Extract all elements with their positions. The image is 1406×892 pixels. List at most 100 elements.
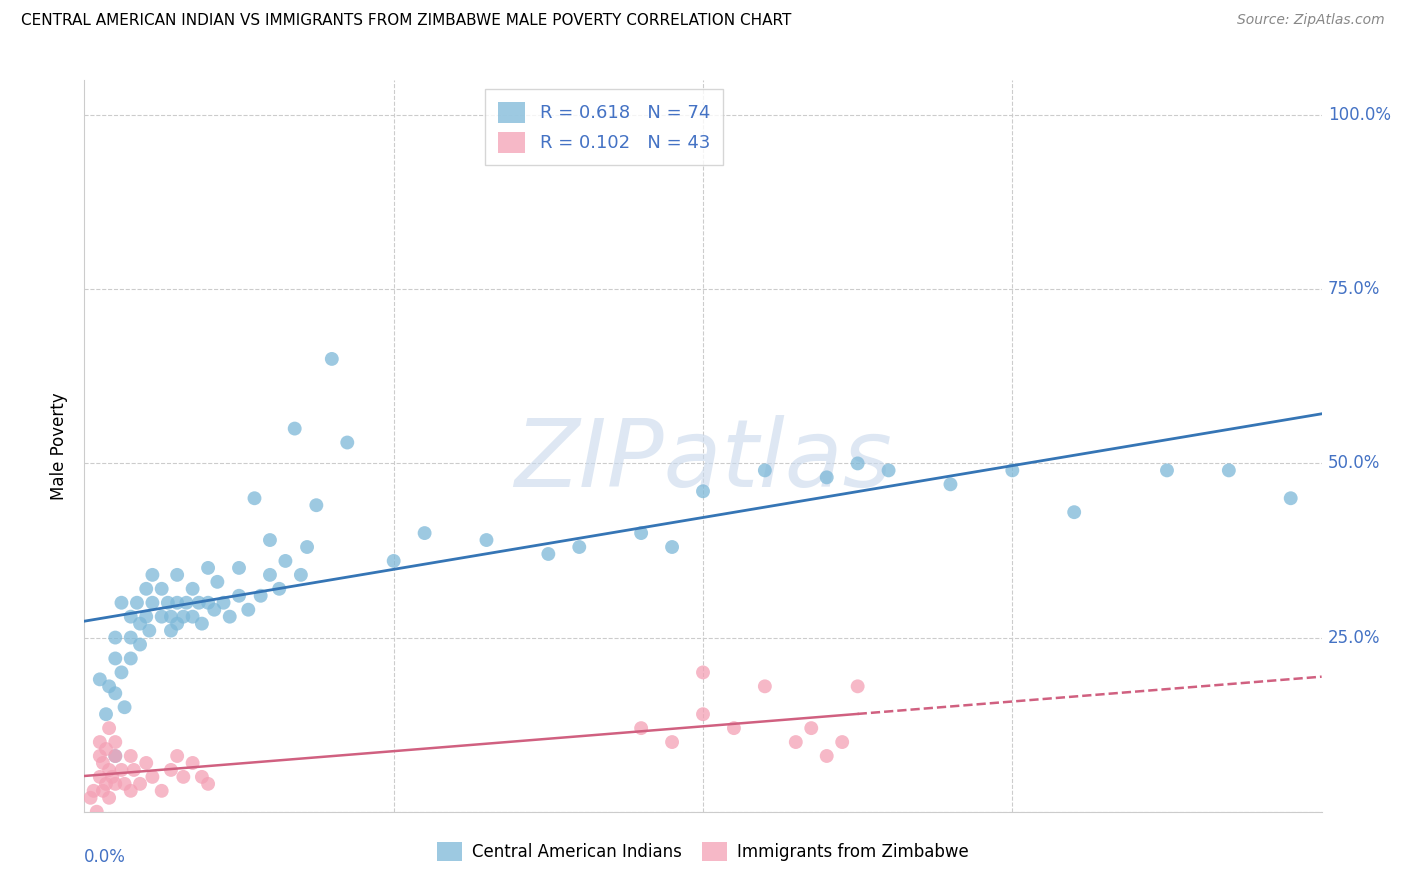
Point bbox=[104, 686, 127, 700]
Point bbox=[135, 609, 157, 624]
Point bbox=[692, 707, 714, 722]
Point bbox=[1218, 463, 1240, 477]
Point bbox=[160, 609, 183, 624]
Point bbox=[89, 770, 111, 784]
Point bbox=[129, 638, 152, 652]
Point bbox=[141, 596, 163, 610]
Point bbox=[202, 603, 225, 617]
Point bbox=[104, 651, 127, 665]
Point bbox=[98, 679, 121, 693]
Point bbox=[290, 567, 312, 582]
Point bbox=[150, 582, 173, 596]
Point bbox=[114, 777, 136, 791]
Point bbox=[129, 777, 152, 791]
Point bbox=[1279, 491, 1302, 506]
Point bbox=[238, 603, 260, 617]
Point bbox=[135, 582, 157, 596]
Point bbox=[181, 582, 204, 596]
Point bbox=[218, 609, 240, 624]
Text: Source: ZipAtlas.com: Source: ZipAtlas.com bbox=[1237, 13, 1385, 28]
Point bbox=[120, 609, 142, 624]
Point bbox=[94, 742, 117, 756]
Point bbox=[212, 596, 235, 610]
Point bbox=[91, 756, 114, 770]
Point bbox=[122, 763, 145, 777]
Point bbox=[160, 763, 183, 777]
Point bbox=[166, 596, 188, 610]
Point bbox=[243, 491, 266, 506]
Point bbox=[120, 631, 142, 645]
Text: CENTRAL AMERICAN INDIAN VS IMMIGRANTS FROM ZIMBABWE MALE POVERTY CORRELATION CHA: CENTRAL AMERICAN INDIAN VS IMMIGRANTS FR… bbox=[21, 13, 792, 29]
Point bbox=[207, 574, 229, 589]
Point bbox=[1001, 463, 1024, 477]
Point bbox=[104, 735, 127, 749]
Point bbox=[104, 749, 127, 764]
Point bbox=[104, 777, 127, 791]
Point bbox=[382, 554, 405, 568]
Point bbox=[877, 463, 900, 477]
Point bbox=[336, 435, 359, 450]
Y-axis label: Male Poverty: Male Poverty bbox=[51, 392, 69, 500]
Point bbox=[150, 609, 173, 624]
Point bbox=[692, 484, 714, 499]
Point bbox=[181, 756, 204, 770]
Point bbox=[197, 777, 219, 791]
Point bbox=[166, 567, 188, 582]
Point bbox=[197, 596, 219, 610]
Point bbox=[138, 624, 160, 638]
Point bbox=[120, 784, 142, 798]
Text: ZIPatlas: ZIPatlas bbox=[515, 415, 891, 506]
Point bbox=[79, 790, 101, 805]
Point bbox=[89, 735, 111, 749]
Point bbox=[120, 749, 142, 764]
Point bbox=[141, 567, 163, 582]
Point bbox=[228, 561, 250, 575]
Point bbox=[249, 589, 271, 603]
Point bbox=[181, 609, 204, 624]
Point bbox=[135, 756, 157, 770]
Point bbox=[815, 749, 838, 764]
Point bbox=[228, 589, 250, 603]
Point bbox=[274, 554, 297, 568]
Point bbox=[537, 547, 560, 561]
Point bbox=[475, 533, 498, 547]
Point bbox=[846, 679, 869, 693]
Point bbox=[104, 749, 127, 764]
Point bbox=[101, 770, 124, 784]
Point bbox=[815, 470, 838, 484]
Point bbox=[98, 790, 121, 805]
Point bbox=[86, 805, 108, 819]
Point bbox=[661, 540, 683, 554]
Point bbox=[156, 596, 179, 610]
Text: 0.0%: 0.0% bbox=[84, 848, 127, 866]
Point bbox=[754, 679, 776, 693]
Point bbox=[98, 721, 121, 735]
Point bbox=[91, 784, 114, 798]
Text: 100.0%: 100.0% bbox=[1327, 106, 1391, 124]
Point bbox=[166, 616, 188, 631]
Point bbox=[661, 735, 683, 749]
Point bbox=[259, 533, 281, 547]
Point bbox=[1063, 505, 1085, 519]
Point bbox=[413, 526, 436, 541]
Point bbox=[305, 498, 328, 512]
Point bbox=[295, 540, 318, 554]
Point bbox=[939, 477, 962, 491]
Point bbox=[831, 735, 853, 749]
Text: 75.0%: 75.0% bbox=[1327, 280, 1381, 298]
Point bbox=[83, 784, 105, 798]
Point bbox=[269, 582, 291, 596]
Point bbox=[110, 763, 132, 777]
Point bbox=[176, 596, 198, 610]
Point bbox=[630, 526, 652, 541]
Point bbox=[172, 609, 194, 624]
Point bbox=[98, 763, 121, 777]
Point bbox=[120, 651, 142, 665]
Point bbox=[754, 463, 776, 477]
Point bbox=[723, 721, 745, 735]
Point bbox=[125, 596, 148, 610]
Point bbox=[284, 421, 307, 435]
Point bbox=[94, 777, 117, 791]
Point bbox=[785, 735, 807, 749]
Point bbox=[846, 457, 869, 471]
